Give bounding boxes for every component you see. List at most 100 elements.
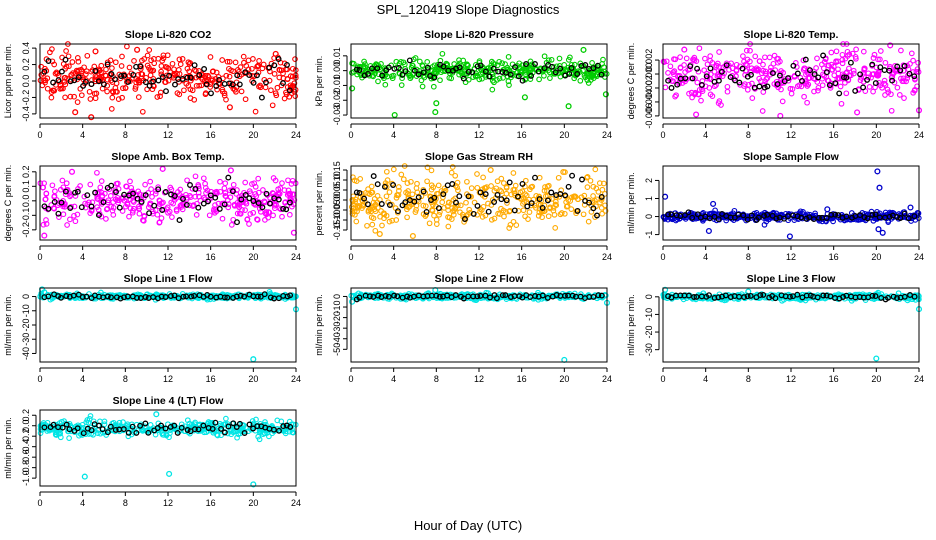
data-point bbox=[468, 193, 474, 200]
data-point bbox=[424, 178, 430, 185]
data-point bbox=[545, 213, 552, 220]
y-tick-label: -1 bbox=[644, 231, 654, 239]
data-point bbox=[353, 218, 360, 225]
hourly-mean-point bbox=[582, 62, 589, 68]
data-point bbox=[430, 83, 437, 90]
hourly-mean-point bbox=[453, 199, 459, 206]
series-points bbox=[660, 168, 922, 240]
data-point bbox=[255, 62, 262, 69]
data-point bbox=[671, 56, 677, 62]
data-point bbox=[898, 47, 904, 54]
hourly-mean-point bbox=[411, 198, 418, 205]
x-axis: 0 4 8 12 16 20 24 bbox=[37, 245, 301, 262]
hourly-mean-point bbox=[847, 59, 854, 66]
hourly-mean-point bbox=[852, 87, 859, 94]
data-point bbox=[445, 214, 451, 220]
hourly-mean-point bbox=[519, 180, 526, 187]
hourly-mean-point bbox=[440, 63, 447, 70]
hourly-mean-point bbox=[195, 204, 202, 211]
series-points bbox=[660, 286, 923, 362]
data-point bbox=[743, 47, 750, 54]
data-point bbox=[477, 208, 483, 215]
data-point bbox=[853, 46, 859, 53]
hourly-mean-point bbox=[71, 77, 78, 84]
data-point bbox=[526, 209, 533, 215]
hourly-mean-point bbox=[703, 73, 710, 80]
data-point bbox=[869, 71, 876, 78]
hourly-mean-point bbox=[364, 201, 371, 208]
hourly-mean-point bbox=[74, 188, 81, 195]
outlier-point bbox=[580, 46, 587, 53]
data-point bbox=[383, 212, 390, 219]
data-point bbox=[95, 189, 102, 196]
data-point bbox=[209, 77, 216, 84]
data-point bbox=[377, 66, 384, 72]
data-point bbox=[838, 100, 845, 107]
data-point bbox=[506, 82, 512, 88]
hourly-mean-point bbox=[246, 195, 253, 202]
data-point bbox=[580, 211, 587, 218]
x-tick-label: 0 bbox=[37, 498, 42, 508]
outlier-point bbox=[887, 42, 894, 49]
y-tick-label: 0.2 bbox=[21, 409, 31, 422]
hourly-mean-point bbox=[815, 74, 822, 81]
data-point bbox=[75, 186, 81, 192]
data-point bbox=[357, 176, 364, 182]
data-point bbox=[63, 48, 69, 54]
data-point bbox=[368, 183, 375, 190]
data-point bbox=[452, 172, 459, 179]
data-point bbox=[254, 63, 260, 70]
data-point bbox=[124, 201, 131, 208]
hourly-mean-point bbox=[877, 64, 884, 71]
data-point bbox=[446, 75, 453, 81]
hourly-mean-point bbox=[598, 71, 605, 78]
x-tick-label: 8 bbox=[746, 130, 751, 140]
data-point bbox=[48, 94, 55, 101]
hourly-mean-point bbox=[799, 77, 805, 84]
data-point bbox=[796, 82, 803, 89]
data-point bbox=[760, 61, 766, 68]
data-point bbox=[504, 67, 511, 73]
panel-title: Slope Li-820 Pressure bbox=[424, 29, 534, 41]
hourly-mean-point bbox=[539, 204, 546, 211]
panel-ylabel: percent per min. bbox=[314, 170, 324, 235]
series-points bbox=[349, 46, 610, 119]
hourly-mean-point bbox=[503, 197, 510, 204]
data-point bbox=[269, 102, 276, 109]
hourly-mean-point bbox=[843, 74, 850, 81]
panel-title: Slope Line 4 (LT) Flow bbox=[113, 395, 224, 407]
data-point bbox=[56, 214, 62, 220]
x-axis: 0 4 8 12 16 20 24 bbox=[660, 123, 924, 140]
x-tick-label: 24 bbox=[602, 252, 612, 262]
hourly-mean-point bbox=[184, 74, 191, 81]
outlier-point bbox=[159, 165, 166, 172]
data-point bbox=[127, 205, 134, 212]
hourly-mean-point bbox=[411, 67, 418, 74]
x-tick-label: 12 bbox=[786, 374, 796, 384]
x-tick-label: 24 bbox=[291, 252, 301, 262]
hourly-mean-point bbox=[130, 190, 136, 197]
data-point bbox=[694, 79, 701, 86]
x-tick-label: 8 bbox=[434, 252, 439, 262]
outlier-point bbox=[786, 233, 793, 240]
data-point bbox=[498, 175, 505, 182]
data-point bbox=[449, 164, 456, 170]
y-axis: -1.0-0.8-0.6-0.4-0.20.00.2 bbox=[21, 409, 37, 486]
hourly-mean-point bbox=[687, 63, 694, 70]
panel-title: Slope Li-820 Temp. bbox=[744, 29, 839, 41]
data-point bbox=[372, 70, 378, 77]
data-point bbox=[138, 196, 144, 203]
hourly-mean-point bbox=[499, 69, 506, 75]
outlier-point bbox=[824, 206, 831, 213]
data-point bbox=[444, 62, 450, 69]
data-point bbox=[793, 64, 800, 70]
data-point bbox=[505, 54, 512, 60]
x-tick-label: 4 bbox=[703, 252, 708, 262]
hourly-mean-point bbox=[100, 81, 107, 88]
hourly-mean-point bbox=[431, 74, 438, 81]
outlier-point bbox=[432, 109, 439, 116]
data-point bbox=[189, 87, 196, 94]
data-point bbox=[412, 55, 419, 61]
outlier-point bbox=[875, 226, 882, 233]
